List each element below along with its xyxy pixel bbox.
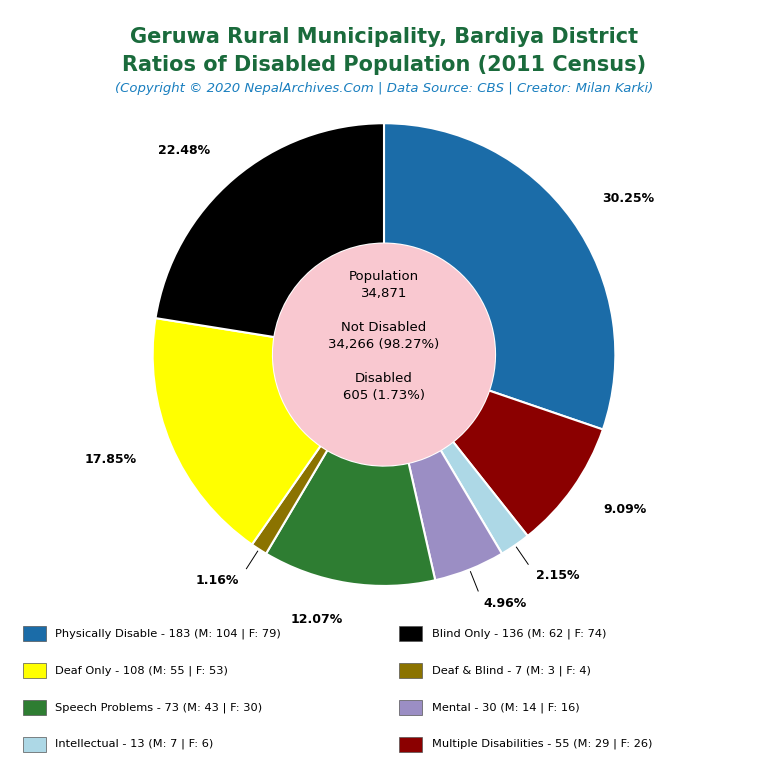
Text: Intellectual - 13 (M: 7 | F: 6): Intellectual - 13 (M: 7 | F: 6) [55,739,214,750]
Text: Mental - 30 (M: 14 | F: 16): Mental - 30 (M: 14 | F: 16) [432,702,579,713]
Circle shape [273,243,495,465]
Wedge shape [441,442,528,554]
Text: Deaf & Blind - 7 (M: 3 | F: 4): Deaf & Blind - 7 (M: 3 | F: 4) [432,665,591,676]
Wedge shape [266,450,435,586]
Text: (Copyright © 2020 NepalArchives.Com | Data Source: CBS | Creator: Milan Karki): (Copyright © 2020 NepalArchives.Com | Da… [115,82,653,95]
Text: Multiple Disabilities - 55 (M: 29 | F: 26): Multiple Disabilities - 55 (M: 29 | F: 2… [432,739,652,750]
Wedge shape [153,318,320,545]
Wedge shape [453,391,603,536]
Text: 4.96%: 4.96% [483,598,527,611]
Text: Physically Disable - 183 (M: 104 | F: 79): Physically Disable - 183 (M: 104 | F: 79… [55,628,281,639]
Wedge shape [384,123,615,429]
Text: Population
34,871

Not Disabled
34,266 (98.27%)

Disabled
605 (1.73%): Population 34,871 Not Disabled 34,266 (9… [329,270,439,402]
Text: 22.48%: 22.48% [157,144,210,157]
Text: 9.09%: 9.09% [603,503,647,516]
Text: Geruwa Rural Municipality, Bardiya District: Geruwa Rural Municipality, Bardiya Distr… [130,27,638,47]
Text: 17.85%: 17.85% [85,453,137,466]
Text: Deaf Only - 108 (M: 55 | F: 53): Deaf Only - 108 (M: 55 | F: 53) [55,665,228,676]
Text: 2.15%: 2.15% [536,569,580,582]
Text: Speech Problems - 73 (M: 43 | F: 30): Speech Problems - 73 (M: 43 | F: 30) [55,702,263,713]
Wedge shape [252,445,327,554]
Wedge shape [409,450,502,580]
Text: 30.25%: 30.25% [602,192,654,205]
Text: 1.16%: 1.16% [196,574,239,587]
Text: 12.07%: 12.07% [290,613,343,626]
Text: Blind Only - 136 (M: 62 | F: 74): Blind Only - 136 (M: 62 | F: 74) [432,628,606,639]
Text: Ratios of Disabled Population (2011 Census): Ratios of Disabled Population (2011 Cens… [122,55,646,75]
Wedge shape [156,123,384,337]
